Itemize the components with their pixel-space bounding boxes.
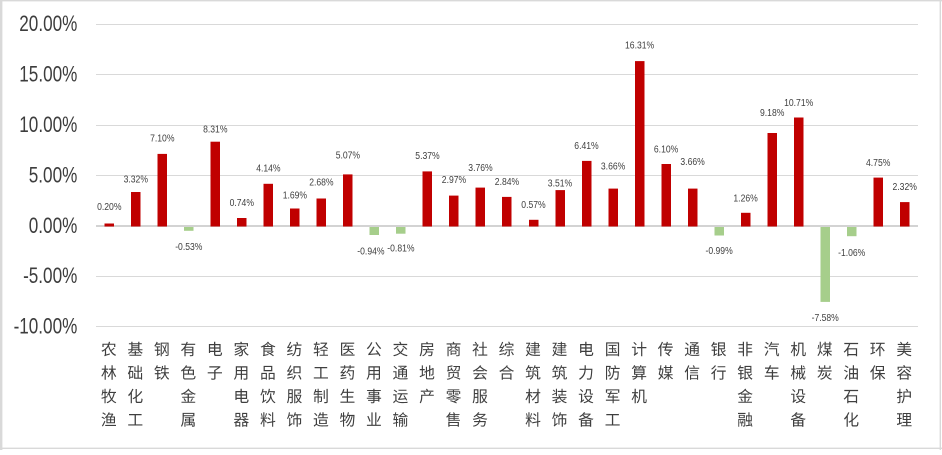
svg-text:15.00%: 15.00%: [19, 62, 77, 87]
svg-text:4.14%: 4.14%: [256, 164, 280, 175]
svg-text:5.07%: 5.07%: [336, 150, 360, 161]
svg-text:10.71%: 10.71%: [784, 98, 813, 109]
svg-text:2.32%: 2.32%: [893, 182, 917, 193]
svg-text:3.51%: 3.51%: [548, 178, 572, 189]
svg-text:8.31%: 8.31%: [203, 124, 227, 135]
svg-text:-10.00%: -10.00%: [14, 314, 78, 339]
svg-text:1.26%: 1.26%: [733, 194, 757, 205]
svg-text:4.75%: 4.75%: [866, 158, 890, 169]
svg-text:6.41%: 6.41%: [574, 141, 598, 152]
svg-text:7.10%: 7.10%: [150, 133, 174, 144]
svg-text:3.76%: 3.76%: [468, 163, 492, 174]
svg-text:1.69%: 1.69%: [283, 190, 307, 201]
svg-text:20.00%: 20.00%: [19, 11, 77, 36]
svg-text:2.97%: 2.97%: [442, 175, 466, 186]
svg-text:3.66%: 3.66%: [601, 162, 625, 173]
svg-text:0.00%: 0.00%: [29, 213, 78, 238]
svg-text:-7.58%: -7.58%: [812, 313, 839, 324]
svg-text:-0.94%: -0.94%: [357, 247, 384, 258]
svg-text:-0.53%: -0.53%: [175, 242, 202, 253]
svg-text:-0.81%: -0.81%: [387, 244, 414, 255]
svg-text:5.00%: 5.00%: [29, 162, 78, 187]
svg-text:-0.99%: -0.99%: [706, 246, 733, 257]
svg-text:2.68%: 2.68%: [309, 178, 333, 189]
svg-text:-5.00%: -5.00%: [23, 263, 77, 288]
svg-text:16.31%: 16.31%: [625, 41, 654, 52]
svg-text:0.57%: 0.57%: [521, 200, 545, 211]
svg-text:5.37%: 5.37%: [415, 151, 439, 162]
svg-text:-1.06%: -1.06%: [838, 248, 865, 259]
svg-text:2.84%: 2.84%: [495, 177, 519, 188]
svg-text:10.00%: 10.00%: [19, 112, 77, 137]
svg-text:0.74%: 0.74%: [230, 198, 254, 209]
svg-text:3.32%: 3.32%: [124, 174, 148, 185]
svg-text:3.66%: 3.66%: [680, 157, 704, 168]
svg-text:9.18%: 9.18%: [760, 108, 784, 119]
svg-text:0.20%: 0.20%: [97, 202, 121, 213]
svg-text:6.10%: 6.10%: [654, 144, 678, 155]
